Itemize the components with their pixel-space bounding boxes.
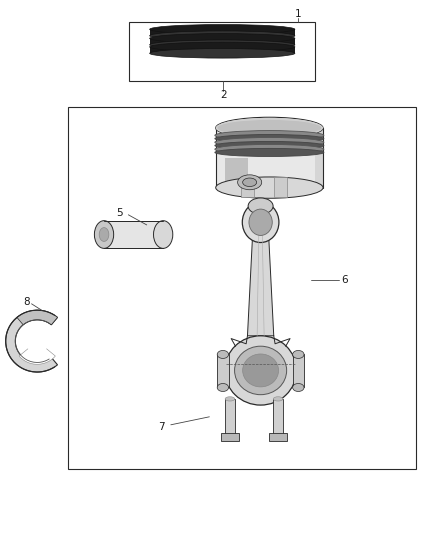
Text: 7: 7 [158,423,165,432]
Bar [274,177,287,197]
Polygon shape [215,128,323,188]
Ellipse shape [215,118,323,138]
Ellipse shape [243,354,279,387]
Ellipse shape [242,202,279,243]
Ellipse shape [150,40,295,50]
Ellipse shape [150,49,295,58]
Ellipse shape [150,42,295,52]
Bar [269,433,287,441]
Bar [129,22,315,81]
Ellipse shape [150,34,295,43]
Ellipse shape [215,141,324,150]
Ellipse shape [217,384,229,391]
Ellipse shape [248,198,273,214]
Ellipse shape [215,138,324,147]
Ellipse shape [293,351,304,359]
Polygon shape [6,310,57,372]
Bar [293,354,304,387]
Ellipse shape [225,397,235,401]
Polygon shape [247,232,274,336]
Polygon shape [19,341,55,364]
Ellipse shape [217,351,229,359]
Ellipse shape [153,221,173,248]
Ellipse shape [215,144,324,154]
Polygon shape [17,310,57,325]
Ellipse shape [25,329,49,353]
Text: 2: 2 [220,90,227,100]
Ellipse shape [243,178,257,187]
Bar [225,399,235,434]
Ellipse shape [217,120,321,136]
Ellipse shape [150,25,295,34]
Ellipse shape [237,175,261,190]
Ellipse shape [150,31,295,41]
Ellipse shape [273,397,283,401]
Ellipse shape [99,228,109,241]
Ellipse shape [215,134,324,143]
Text: 6: 6 [341,276,347,285]
Bar [217,354,229,387]
Ellipse shape [215,131,324,140]
Polygon shape [315,128,323,188]
Ellipse shape [94,221,113,248]
Bar [150,29,295,36]
Ellipse shape [235,346,286,394]
Bar [221,433,239,441]
Polygon shape [104,221,163,248]
Text: 1: 1 [294,10,301,19]
Text: 8: 8 [23,297,30,307]
Ellipse shape [215,117,323,139]
Ellipse shape [215,177,323,198]
Bar [150,47,295,53]
Bar [150,38,295,45]
Text: 5: 5 [116,208,123,218]
Bar [225,158,248,190]
Ellipse shape [249,209,272,236]
Ellipse shape [215,148,324,157]
Ellipse shape [293,384,304,391]
Ellipse shape [225,336,297,405]
Bar [241,177,254,197]
Bar [273,399,283,434]
Bar [68,107,416,469]
